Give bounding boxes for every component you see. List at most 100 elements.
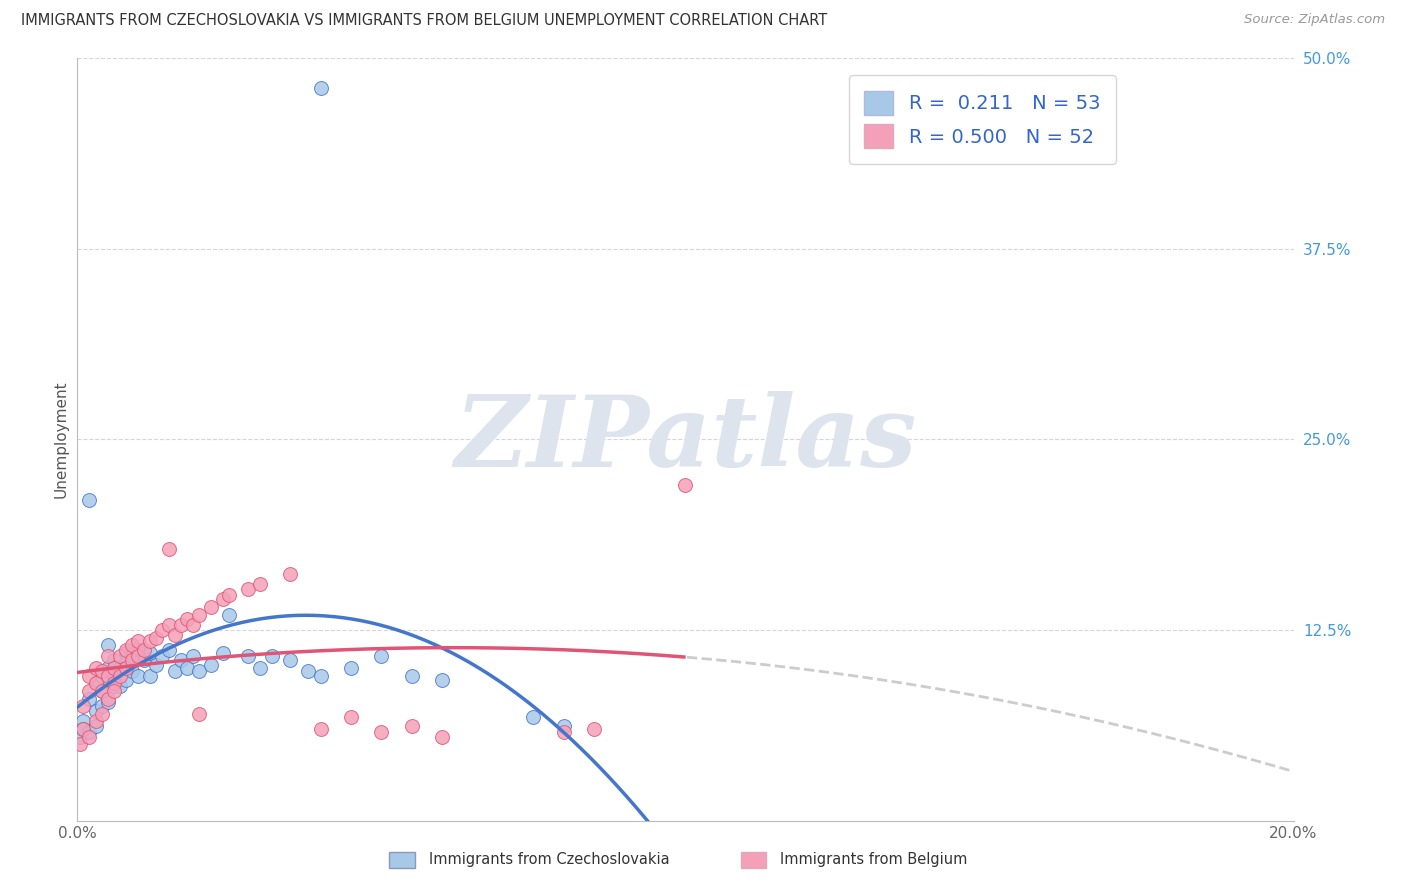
Point bbox=[79, 730, 101, 744]
Point bbox=[170, 618, 193, 632]
Point bbox=[249, 661, 271, 675]
Point bbox=[553, 725, 575, 739]
Point bbox=[84, 714, 107, 729]
Point bbox=[72, 714, 94, 729]
Point bbox=[79, 684, 101, 698]
Point bbox=[127, 648, 149, 663]
Point bbox=[212, 592, 235, 607]
Point bbox=[97, 648, 120, 663]
Point bbox=[79, 725, 101, 739]
Point bbox=[115, 642, 138, 657]
Point bbox=[675, 478, 697, 492]
Point bbox=[115, 661, 138, 675]
Point bbox=[181, 648, 204, 663]
Point bbox=[188, 664, 211, 678]
Point bbox=[522, 710, 544, 724]
Point bbox=[103, 661, 125, 675]
Point bbox=[236, 648, 259, 663]
Point bbox=[103, 684, 125, 698]
Point bbox=[108, 648, 131, 663]
Point bbox=[212, 646, 235, 660]
Point bbox=[236, 582, 259, 596]
Point bbox=[127, 633, 149, 648]
Point bbox=[340, 661, 363, 675]
Point bbox=[188, 607, 211, 622]
Point bbox=[115, 673, 138, 688]
Point bbox=[145, 631, 167, 645]
Point bbox=[97, 661, 120, 675]
Point bbox=[84, 676, 107, 690]
Point bbox=[370, 725, 392, 739]
Point bbox=[97, 669, 120, 683]
Point bbox=[97, 638, 120, 652]
Point bbox=[103, 653, 125, 667]
Point bbox=[139, 646, 162, 660]
Point bbox=[103, 680, 125, 694]
Point bbox=[72, 722, 94, 736]
Point bbox=[163, 664, 186, 678]
Point bbox=[79, 669, 101, 683]
Point bbox=[145, 658, 167, 673]
Point bbox=[121, 653, 143, 667]
Point bbox=[115, 646, 138, 660]
Point bbox=[200, 658, 222, 673]
Point bbox=[297, 664, 319, 678]
Text: Immigrants from Czechoslovakia: Immigrants from Czechoslovakia bbox=[429, 853, 669, 867]
Point bbox=[553, 719, 575, 733]
Point bbox=[84, 676, 107, 690]
Point bbox=[134, 642, 156, 657]
Point bbox=[103, 669, 125, 683]
Point bbox=[72, 722, 94, 736]
Point bbox=[90, 664, 112, 678]
Y-axis label: Unemployment: Unemployment bbox=[53, 381, 69, 498]
Point bbox=[72, 699, 94, 714]
Legend: R =  0.211   N = 53, R = 0.500   N = 52: R = 0.211 N = 53, R = 0.500 N = 52 bbox=[849, 75, 1116, 163]
Point bbox=[139, 633, 162, 648]
Point bbox=[84, 661, 107, 675]
Point bbox=[84, 719, 107, 733]
Point bbox=[218, 588, 240, 602]
Point bbox=[79, 493, 101, 508]
Point bbox=[370, 648, 392, 663]
Point bbox=[176, 661, 198, 675]
Point bbox=[157, 642, 180, 657]
Text: Immigrants from Belgium: Immigrants from Belgium bbox=[780, 853, 967, 867]
Point bbox=[103, 676, 125, 690]
Point bbox=[121, 648, 143, 663]
Point bbox=[430, 673, 453, 688]
Point bbox=[97, 695, 120, 709]
Point bbox=[260, 648, 283, 663]
Point bbox=[170, 653, 193, 667]
Point bbox=[340, 710, 363, 724]
Point bbox=[188, 706, 211, 721]
Point bbox=[90, 684, 112, 698]
Point bbox=[127, 669, 149, 683]
Point bbox=[152, 623, 174, 637]
Point bbox=[90, 706, 112, 721]
Point bbox=[108, 661, 131, 675]
Point bbox=[97, 691, 120, 706]
Point bbox=[152, 648, 174, 663]
Point bbox=[108, 669, 131, 683]
Point bbox=[157, 618, 180, 632]
Point bbox=[181, 618, 204, 632]
Text: IMMIGRANTS FROM CZECHOSLOVAKIA VS IMMIGRANTS FROM BELGIUM UNEMPLOYMENT CORRELATI: IMMIGRANTS FROM CZECHOSLOVAKIA VS IMMIGR… bbox=[21, 13, 827, 29]
Point bbox=[200, 600, 222, 615]
Point bbox=[90, 699, 112, 714]
Point bbox=[278, 653, 301, 667]
Point bbox=[401, 669, 423, 683]
Point bbox=[69, 730, 91, 744]
Point bbox=[249, 577, 271, 591]
Point bbox=[157, 542, 180, 557]
Point bbox=[139, 669, 162, 683]
Point bbox=[218, 607, 240, 622]
Point bbox=[309, 722, 332, 736]
Point bbox=[84, 704, 107, 718]
Point bbox=[309, 81, 332, 95]
Point bbox=[401, 719, 423, 733]
Point bbox=[121, 664, 143, 678]
Point bbox=[79, 691, 101, 706]
Text: ZIPatlas: ZIPatlas bbox=[454, 391, 917, 488]
Point bbox=[90, 669, 112, 683]
Point bbox=[121, 638, 143, 652]
